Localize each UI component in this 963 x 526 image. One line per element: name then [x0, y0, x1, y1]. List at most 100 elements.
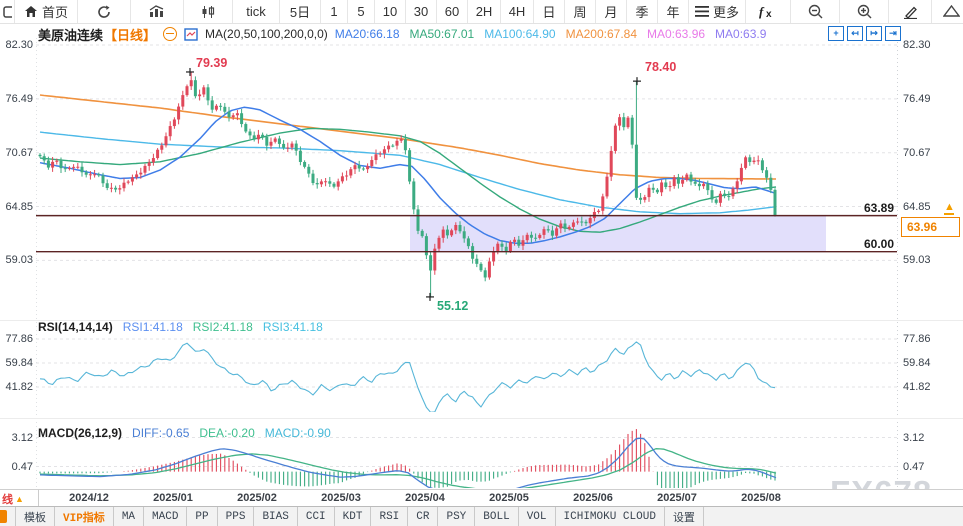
- interval-30m-button[interactable]: 30: [406, 0, 437, 23]
- ma-value-3: MA200:67.84: [565, 27, 637, 41]
- snap-last-icon[interactable]: ⇥: [885, 26, 901, 41]
- draw-button[interactable]: [889, 0, 932, 23]
- tab-psy[interactable]: PSY: [438, 507, 476, 526]
- level-label-lower: 60.00: [863, 237, 894, 251]
- interval-week-button[interactable]: 周: [565, 0, 596, 23]
- interval-day-button[interactable]: 日: [534, 0, 565, 23]
- symbol-title: 美原油连续: [38, 27, 104, 43]
- interval-1m-button[interactable]: 1: [321, 0, 348, 23]
- tab-cci[interactable]: CCI: [298, 507, 335, 526]
- macd-axis-right-0: 3.12: [903, 431, 925, 444]
- ma-value-0: MA20:66.18: [334, 27, 400, 41]
- zoom-in-icon: [857, 4, 872, 19]
- level-label-upper: 63.89: [863, 201, 894, 215]
- x-axis-label-8: 2025/08: [741, 492, 781, 504]
- x-axis-label-7: 2025/07: [657, 492, 697, 504]
- chart-type-icon[interactable]: [184, 27, 198, 41]
- symbol-info-icon[interactable]: [163, 27, 178, 41]
- macd-panel: [39, 429, 777, 488]
- annotation-low-55: 55.12: [437, 299, 469, 313]
- shapes-button[interactable]: [932, 0, 963, 23]
- tab-模板[interactable]: 模板: [16, 507, 55, 526]
- tab-rsi[interactable]: RSI: [371, 507, 409, 526]
- refresh-button[interactable]: [78, 0, 131, 23]
- interval-4h-button[interactable]: 4H: [501, 0, 534, 23]
- macd-axis-left-1: 0.47: [11, 460, 33, 473]
- tab-ma[interactable]: MA: [114, 507, 145, 526]
- tab-ichimoku-cloud[interactable]: ICHIMOKU CLOUD: [556, 507, 665, 526]
- tab-macd[interactable]: MACD: [144, 507, 188, 526]
- chart-style-candles-button[interactable]: [184, 0, 233, 23]
- axis-mode-label: 线: [2, 493, 13, 506]
- svg-text:x: x: [766, 9, 772, 19]
- tab-vip指标[interactable]: VIP指标: [55, 507, 114, 526]
- back-icon: [2, 5, 12, 19]
- main-axis-right-1: 76.49: [903, 92, 931, 105]
- time-axis[interactable]: 2024/12 2025/01 2025/02 2025/03 2025/04 2025/…: [0, 489, 963, 507]
- interval-5m-button[interactable]: 5: [348, 0, 375, 23]
- ma-value-4: MA0:63.96: [647, 27, 706, 41]
- tab-boll[interactable]: BOLL: [475, 507, 519, 526]
- interval-quarter-button[interactable]: 季: [627, 0, 658, 23]
- rsi-values: RSI1:41.18 RSI2:41.18 RSI3:41.18: [123, 320, 323, 334]
- back-button[interactable]: [0, 0, 15, 23]
- interval-10m-button[interactable]: 10: [375, 0, 406, 23]
- x-axis-label-2: 2025/02: [237, 492, 277, 504]
- tab-cr[interactable]: CR: [408, 507, 439, 526]
- macd-value-1: DEA:-0.20: [199, 426, 255, 440]
- annotation-cross-1: [633, 77, 641, 86]
- zoom-out-button[interactable]: [791, 0, 840, 23]
- tabbar-partial-icon[interactable]: [0, 507, 16, 526]
- x-axis-label-0: 2024/12: [69, 492, 109, 504]
- gridlines: [0, 38, 963, 489]
- axis-mode-selector[interactable]: 线 ▲: [0, 489, 39, 507]
- x-axis-label-4: 2025/04: [405, 492, 445, 504]
- rsi-axis-right-1: 59.84: [903, 357, 931, 369]
- macd-value-0: DIFF:-0.65: [132, 426, 190, 440]
- pan-right-icon[interactable]: ↦: [866, 26, 882, 41]
- main-axis-left-2: 70.67: [5, 146, 33, 159]
- interval-month-button[interactable]: 月: [596, 0, 627, 23]
- interval-year-button[interactable]: 年: [658, 0, 689, 23]
- tab-vol[interactable]: VOL: [519, 507, 556, 526]
- macd-values: DIFF:-0.65 DEA:-0.20 MACD:-0.90: [132, 426, 331, 440]
- interval-tick-button[interactable]: tick: [233, 0, 280, 23]
- tab-设置[interactable]: 设置: [665, 507, 704, 526]
- refresh-icon: [97, 5, 111, 19]
- zoom-in-button[interactable]: [840, 0, 889, 23]
- annotation-cross-2: [426, 292, 434, 301]
- home-icon: [24, 5, 38, 18]
- tab-pps[interactable]: PPS: [218, 507, 255, 526]
- x-axis-label-3: 2025/03: [321, 492, 361, 504]
- home-button[interactable]: 首页: [15, 0, 78, 23]
- x-axis-label-1: 2025/01: [153, 492, 193, 504]
- macd-name[interactable]: MACD(26,12,9): [38, 426, 123, 440]
- interval-2h-button[interactable]: 2H: [468, 0, 501, 23]
- price-alert-marker[interactable]: ▲: [944, 201, 955, 215]
- rsi-axis-left-0: 77.86: [5, 333, 33, 345]
- ma-value-5: MA0:63.9: [715, 27, 767, 41]
- x-axis-label-6: 2025/06: [573, 492, 613, 504]
- tab-bias[interactable]: BIAS: [254, 507, 298, 526]
- chart-style-bars-button[interactable]: [131, 0, 184, 23]
- main-axis-right-3: 64.85: [903, 200, 931, 213]
- tab-kdt[interactable]: KDT: [335, 507, 372, 526]
- ma-params-label[interactable]: MA(20,50,100,200,0,0): [205, 27, 328, 41]
- rsi-axis-right-0: 77.86: [903, 333, 931, 345]
- axis-mode-arrow-icon: ▲: [15, 493, 24, 504]
- rsi-value-1: RSI2:41.18: [192, 320, 253, 334]
- ma-values: MA20:66.18 MA50:67.01 MA100:64.90 MA200:67.…: [335, 27, 767, 41]
- crosshair-icon[interactable]: +: [828, 26, 844, 41]
- interval-60m-button[interactable]: 60: [437, 0, 468, 23]
- period-label[interactable]: 【日线】: [104, 27, 157, 43]
- chart-style-candles-icon: [201, 5, 216, 19]
- tab-pp[interactable]: PP: [187, 507, 218, 526]
- fit-width-icon[interactable]: ↤: [847, 26, 863, 41]
- annotation-high-79: 79.39: [196, 56, 228, 70]
- interval-5d-button[interactable]: 5日: [280, 0, 321, 23]
- more-button[interactable]: 更多: [689, 0, 746, 23]
- rsi-name[interactable]: RSI(14,14,14): [38, 320, 113, 334]
